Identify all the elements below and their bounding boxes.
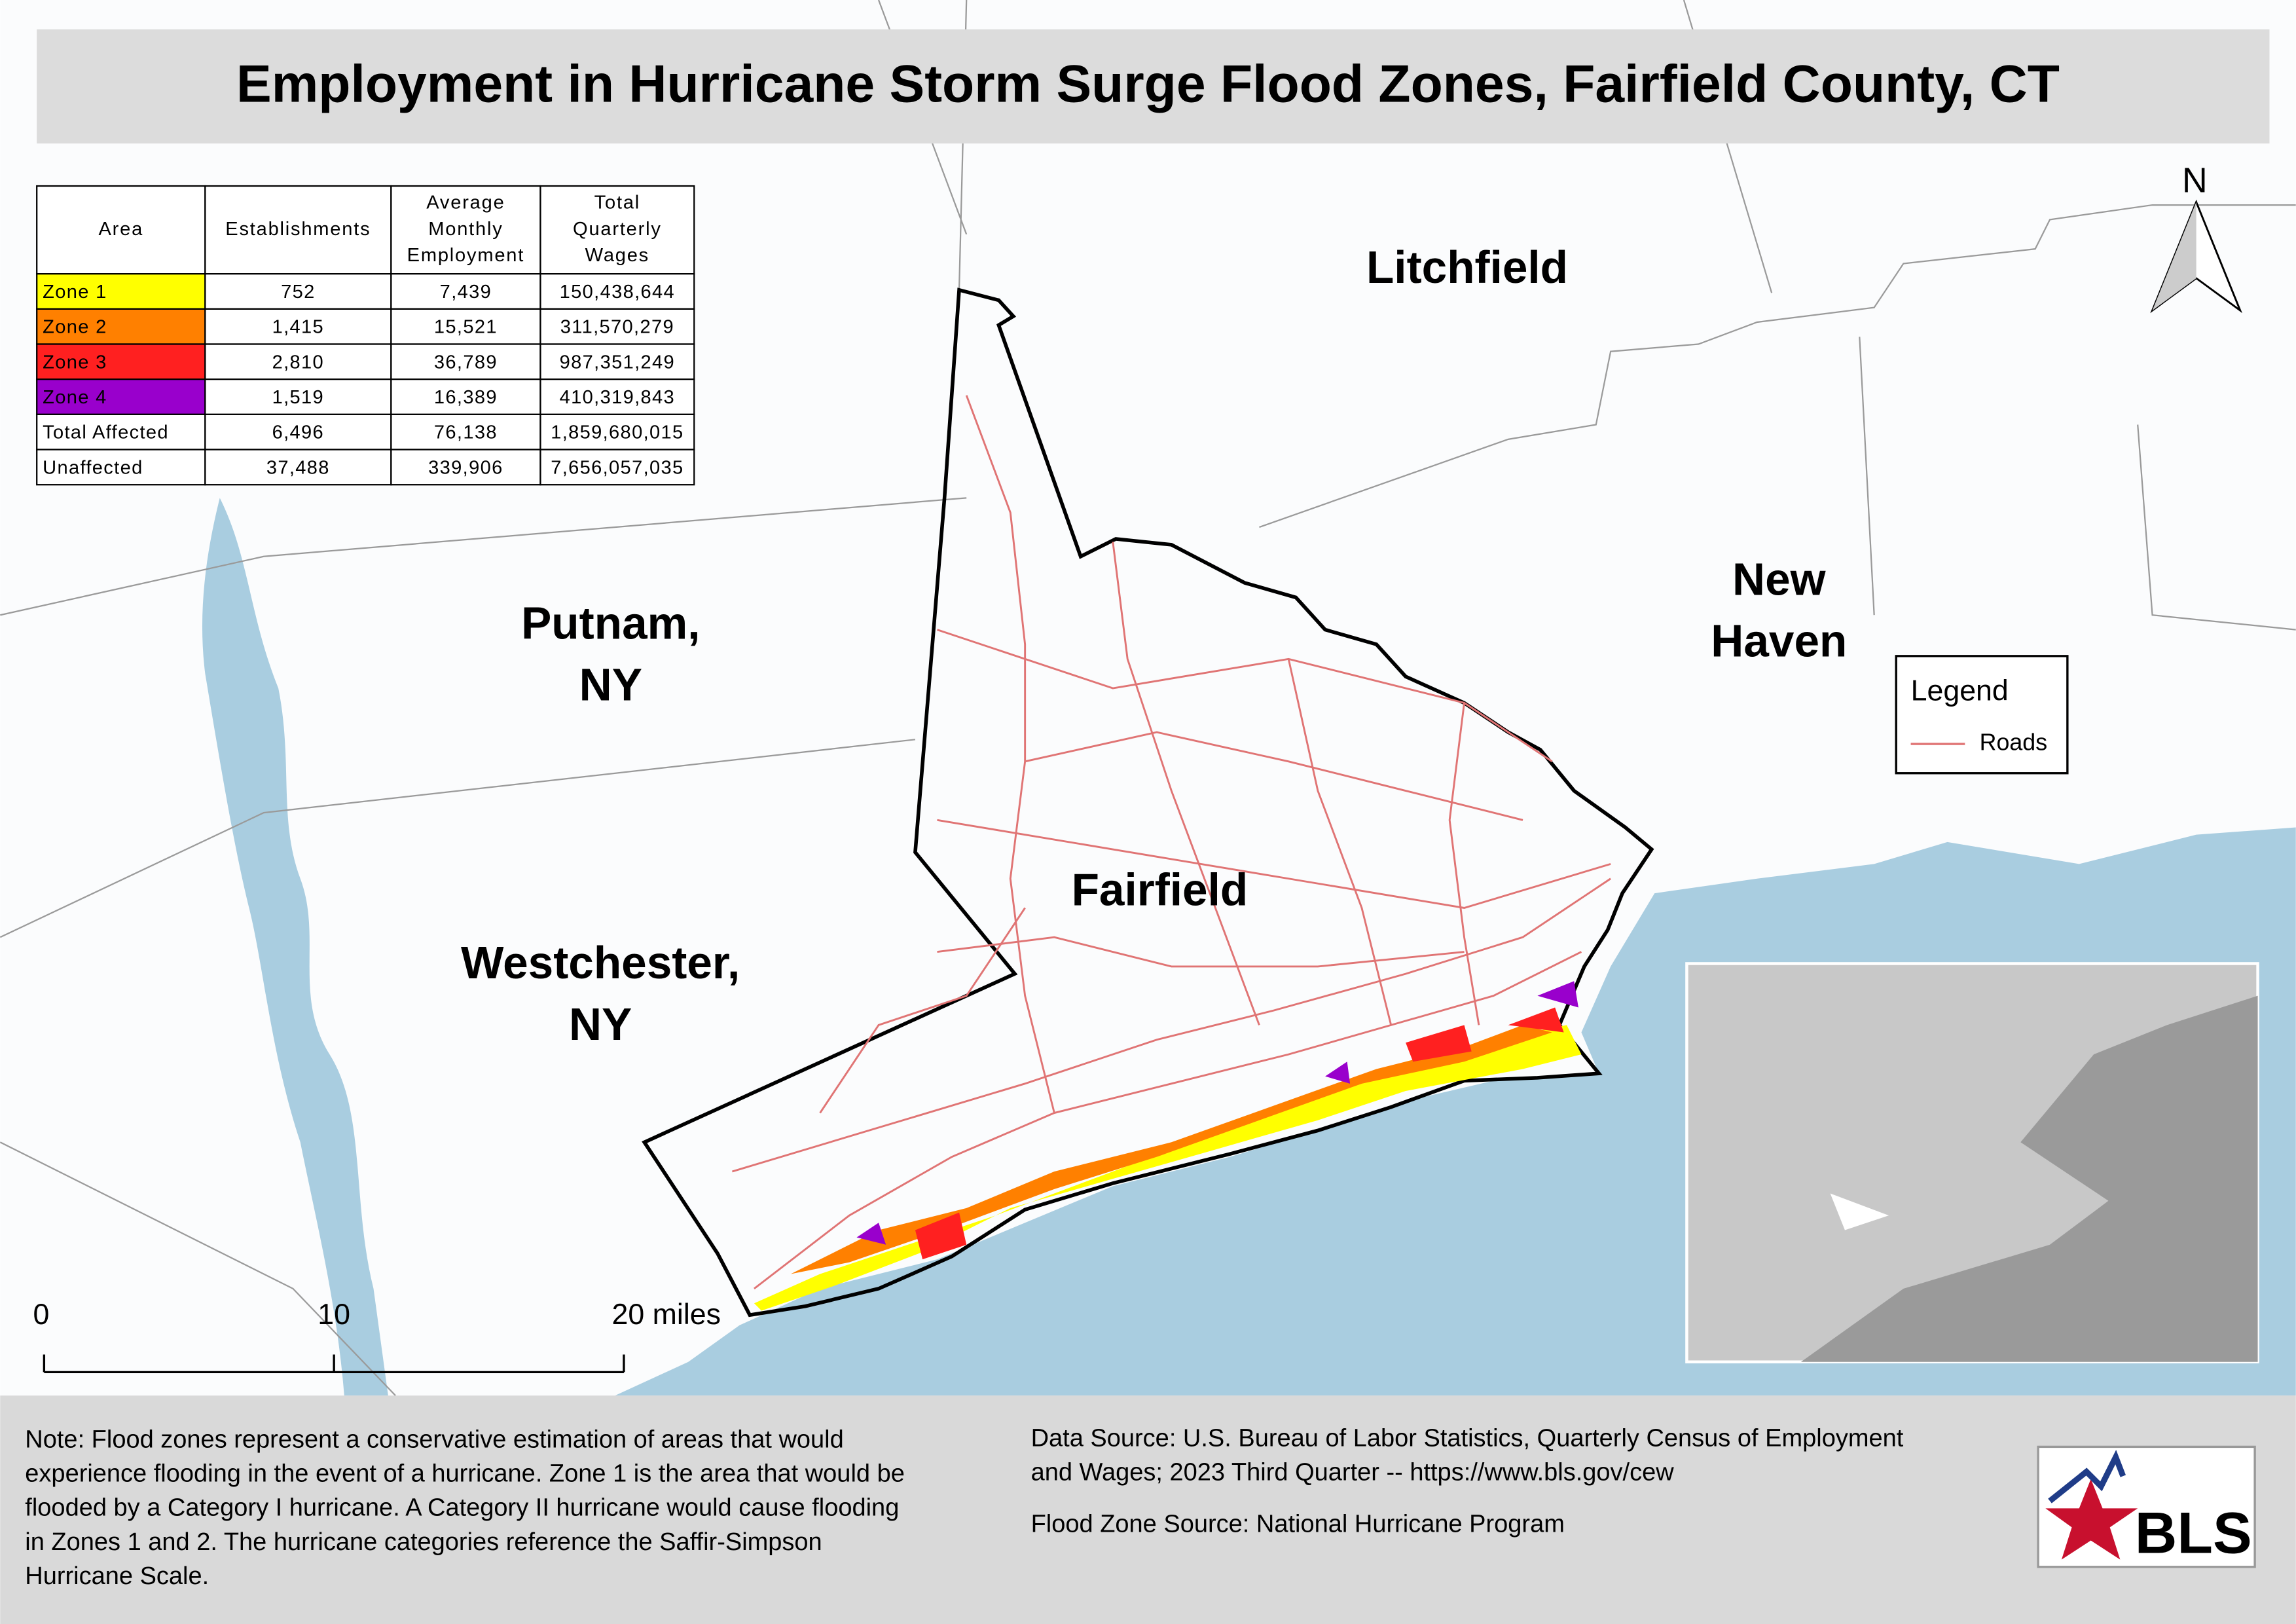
table-cell (539, 413, 695, 451)
region-label: Putnam, (521, 597, 700, 648)
source-line: Flood Zone Source: National Hurricane Pr… (1031, 1510, 1565, 1538)
table-cell-text: 76,138 (434, 422, 498, 443)
note-line: in Zones 1 and 2. The hurricane categori… (25, 1528, 822, 1556)
table-header: Quarterly (573, 219, 662, 240)
table-header: Establishments (225, 219, 371, 240)
scale-bar (43, 1354, 625, 1374)
table-header: Wages (585, 245, 649, 266)
table-cell (36, 185, 206, 275)
table-cell (390, 378, 541, 415)
table-cell-text: 1,859,680,015 (551, 422, 683, 443)
table-cell-text: Zone 1 (43, 282, 107, 303)
legend-title: Legend (1911, 675, 2009, 707)
table-cell (390, 308, 541, 345)
note-line: Hurricane Scale. (25, 1562, 209, 1590)
table-cell-text: 987,351,249 (560, 352, 675, 373)
table-header: Average (426, 193, 505, 213)
table-cell-text: Total Affected (43, 422, 169, 443)
table-cell-text: 7,439 (440, 282, 492, 303)
table-cell-text: Unaffected (43, 457, 143, 478)
scale-label: 20 miles (612, 1299, 721, 1331)
table-cell-text: 6,496 (272, 422, 324, 443)
footer (0, 1395, 2296, 1624)
table-cell (204, 449, 392, 486)
inset-highlight (1830, 1193, 1889, 1230)
table-cell-text: 410,319,843 (560, 387, 675, 408)
generated: Area Establishments Average Monthly Employme… (25, 185, 2047, 1590)
table-cell (390, 273, 541, 310)
table-cell-text: 752 (281, 282, 316, 303)
table-cell (36, 449, 206, 486)
flood-zones (754, 981, 1582, 1311)
scale-label: 0 (33, 1299, 49, 1331)
table-cell (390, 185, 541, 275)
table-cell (36, 343, 206, 380)
table-cell (539, 185, 695, 275)
table-cell (204, 185, 392, 275)
table-cell-text: 15,521 (434, 317, 498, 338)
table-cell-text: 36,789 (434, 352, 498, 373)
table-header: Area (98, 219, 143, 240)
table-cell-text: 2,810 (272, 352, 324, 373)
table-cell-text: 1,519 (272, 387, 324, 408)
table-header: Employment (407, 245, 524, 266)
table-cell (539, 273, 695, 310)
region-label: Fairfield (1072, 864, 1248, 915)
north-label: N (2182, 161, 2208, 200)
source-line: and Wages; 2023 Third Quarter -- https:/… (1031, 1458, 1675, 1486)
region-label: Haven (1711, 615, 1847, 666)
table-cell (36, 308, 206, 345)
table-cell-text: Zone 4 (43, 387, 107, 408)
roads (731, 395, 1611, 1290)
note-line: Note: Flood zones represent a conservati… (25, 1426, 843, 1454)
table-cell (36, 413, 206, 451)
title: Employment in Hurricane Storm Surge Floo… (236, 54, 2060, 113)
note-line: experience flooding in the event of a hu… (25, 1460, 905, 1488)
inset-ocean (1800, 995, 2258, 1362)
table-cell (204, 308, 392, 345)
legend-box (1895, 655, 2069, 775)
table-cell-text: 1,415 (272, 317, 324, 338)
table-cell-text: 339,906 (428, 457, 503, 478)
table-cell-text: Zone 3 (43, 352, 107, 373)
river (202, 498, 388, 1396)
table-cell-text: 311,570,279 (560, 317, 674, 338)
region-label: NY (569, 999, 632, 1050)
table-header: Total (594, 193, 640, 213)
scale-label: 10 (318, 1299, 350, 1331)
logo-line (2048, 1449, 2126, 1504)
note-line: flooded by a Category I hurricane. A Cat… (25, 1494, 899, 1522)
source-line: Data Source: U.S. Bureau of Labor Statis… (1031, 1424, 1904, 1452)
table-cell-text: Zone 2 (43, 317, 107, 338)
table-cell-text: 7,656,057,035 (551, 457, 683, 478)
table-cell (539, 343, 695, 380)
north-arrow-shade (2152, 202, 2196, 311)
table-cell (390, 449, 541, 486)
table-cell (390, 413, 541, 451)
table-cell (390, 343, 541, 380)
table-cell-text: 150,438,644 (560, 282, 675, 303)
table-cell-text: 16,389 (434, 387, 498, 408)
table-cell (204, 343, 392, 380)
table-cell (539, 449, 695, 486)
legend-label: Roads (1980, 729, 2047, 755)
region-label: Litchfield (1366, 242, 1568, 293)
fairfield-outline (642, 287, 1654, 1318)
logo-text: BLS (2135, 1500, 2252, 1566)
region-label: NY (579, 659, 642, 710)
region-label: New (1732, 553, 1827, 604)
title-bar (37, 29, 2270, 144)
region-label: Westchester, (461, 937, 740, 988)
logo-star (2045, 1479, 2138, 1560)
table-header: Monthly (428, 219, 503, 240)
table-cell-text: 37,488 (266, 457, 330, 478)
